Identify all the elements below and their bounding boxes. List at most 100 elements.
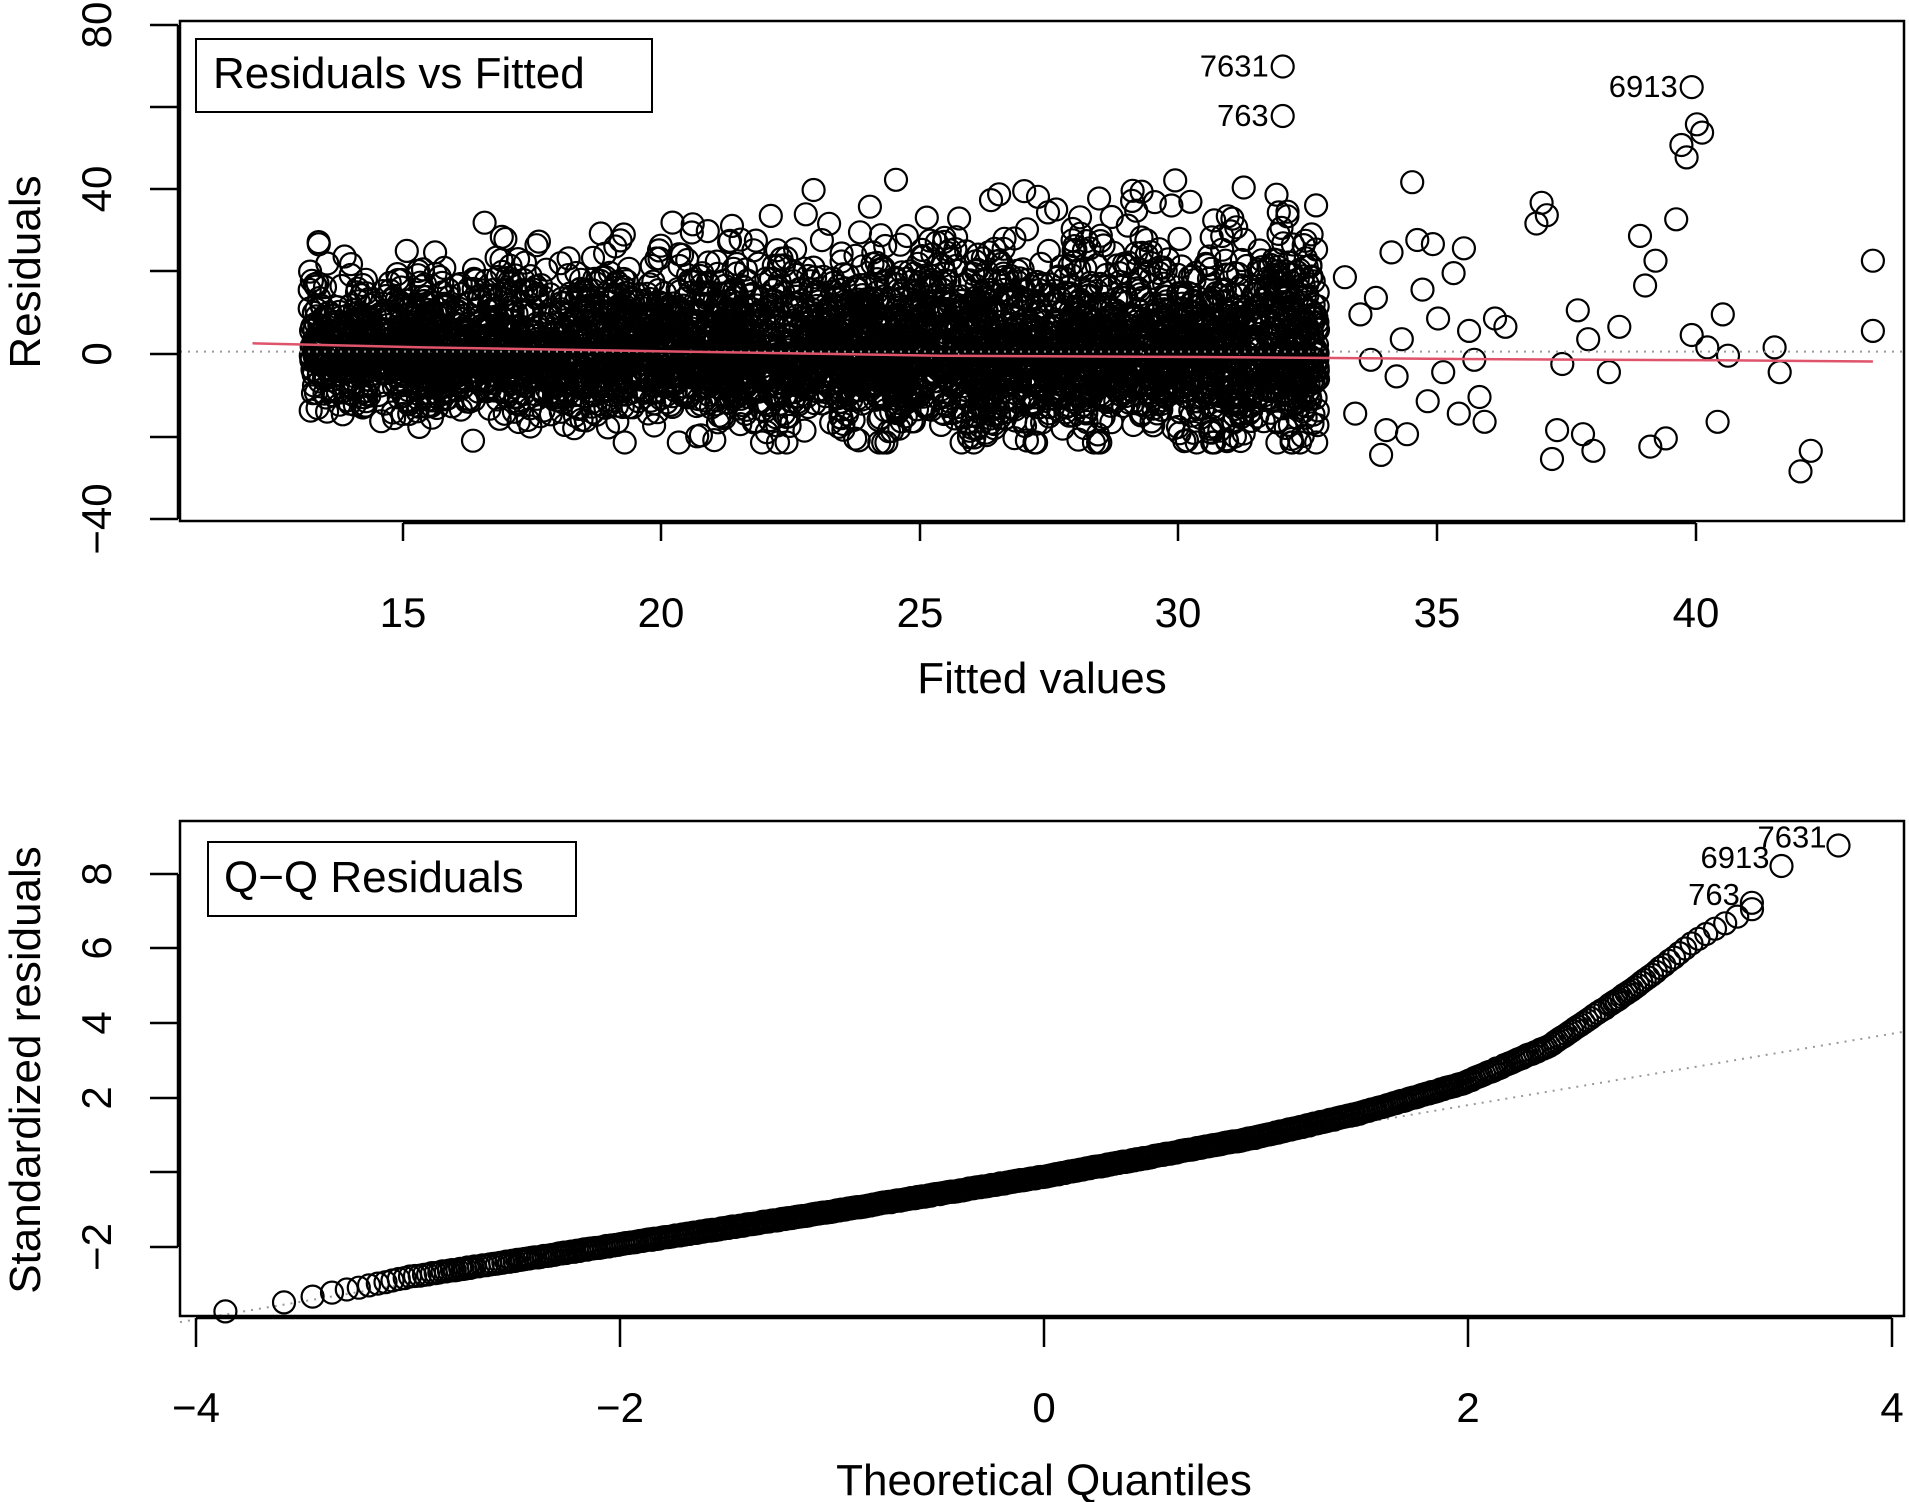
rvf-point xyxy=(848,273,873,298)
rvf-point xyxy=(799,296,824,322)
rvf-y-axis-title: Residuals xyxy=(1,175,50,368)
rvf-point xyxy=(963,259,989,284)
rvf-point xyxy=(1145,401,1170,426)
rvf-point xyxy=(659,322,684,348)
rvf-point xyxy=(809,228,835,253)
rvf-point xyxy=(765,301,791,326)
rvf-point xyxy=(960,291,985,316)
rvf-point xyxy=(1046,397,1071,422)
rvf-point xyxy=(1472,409,1497,434)
rvf-point xyxy=(894,223,920,249)
rvf-point xyxy=(1172,374,1197,399)
rvf-point xyxy=(757,300,782,325)
rvf-point xyxy=(991,261,1016,286)
rvf-point xyxy=(716,229,742,255)
rvf-point xyxy=(339,341,364,366)
rvf-point xyxy=(726,337,751,362)
rvf-point xyxy=(906,251,931,276)
rvf-point xyxy=(1061,305,1087,330)
rvf-point xyxy=(1196,244,1222,269)
rvf-point xyxy=(1024,289,1050,314)
rvf-point xyxy=(1798,438,1823,463)
rvf-point xyxy=(1415,389,1440,414)
rvf-point xyxy=(816,211,842,236)
rvf-point xyxy=(495,380,520,405)
rvf-point xyxy=(1245,404,1270,429)
rvf-point xyxy=(588,221,613,246)
rvf-point xyxy=(685,424,710,449)
rvf-point xyxy=(507,356,533,381)
rvf-point xyxy=(1550,351,1575,377)
rvf-point xyxy=(1679,74,1704,100)
rvf-point xyxy=(803,279,828,304)
rvf-point-label: 7631 xyxy=(1200,49,1269,84)
rvf-point xyxy=(937,269,962,294)
rvf-point xyxy=(1003,408,1028,433)
rvf-point xyxy=(729,366,754,391)
rvf-point xyxy=(1400,170,1425,195)
rvf-point xyxy=(1030,350,1055,375)
rvf-point xyxy=(1152,331,1178,356)
rvf-point xyxy=(883,265,908,290)
rvf-point xyxy=(1244,330,1269,355)
rvf-point xyxy=(658,297,684,322)
rvf-x-ticks xyxy=(401,523,1698,541)
rvf-point xyxy=(1264,182,1289,207)
rvf-point xyxy=(1290,423,1315,449)
rvf-point xyxy=(1539,446,1565,472)
rvf-point xyxy=(666,430,691,455)
rvf-point xyxy=(966,298,991,323)
rvf-point xyxy=(1240,296,1266,321)
rvf-point xyxy=(1267,342,1293,368)
rvf-point xyxy=(847,350,872,375)
rvf-point xyxy=(624,348,650,373)
rvf-point xyxy=(1348,302,1373,327)
rvf-point xyxy=(1261,247,1286,272)
rvf-y-tick-label: 0 xyxy=(73,342,120,365)
rvf-point xyxy=(547,299,573,324)
rvf-point xyxy=(1025,184,1051,209)
rvf-point xyxy=(936,349,961,374)
rvf-point xyxy=(441,296,466,321)
rvf-point xyxy=(1014,217,1040,242)
rvf-point xyxy=(1067,205,1093,230)
rvf-point xyxy=(942,406,968,431)
rvf-point xyxy=(1332,265,1358,290)
rvf-point xyxy=(1089,407,1114,432)
rvf-point xyxy=(741,410,766,435)
rvf-point xyxy=(1028,251,1054,276)
rvf-point xyxy=(722,319,747,344)
rvf-point xyxy=(577,289,602,314)
rvf-point xyxy=(1638,434,1663,459)
rvf-point xyxy=(1279,383,1305,409)
rvf-point xyxy=(1710,302,1735,327)
rvf-point xyxy=(472,210,497,235)
rvf-point xyxy=(368,353,393,378)
rvf-point xyxy=(1534,203,1559,228)
rvf-point xyxy=(1012,179,1037,204)
rvf-point xyxy=(1669,132,1694,158)
rvf-point xyxy=(688,263,713,289)
rvf-point xyxy=(639,253,664,278)
rvf-point xyxy=(444,377,469,402)
rvf-point xyxy=(663,354,688,379)
rvf-point xyxy=(1042,380,1067,405)
rvf-point xyxy=(537,298,563,323)
rvf-point xyxy=(377,270,402,296)
rvf-point xyxy=(1293,228,1318,253)
rvf-point xyxy=(645,320,671,345)
rvf-point xyxy=(612,430,637,455)
rvf-point xyxy=(460,428,486,453)
rvf-point xyxy=(811,302,837,328)
rvf-point xyxy=(734,397,759,422)
rvf-point xyxy=(938,368,963,393)
rvf-point xyxy=(1084,253,1109,278)
rvf-point xyxy=(1581,438,1606,463)
rvf-point xyxy=(1379,240,1404,265)
rvf-point xyxy=(428,302,453,327)
rvf-point xyxy=(487,327,512,352)
rvf-point xyxy=(704,388,729,413)
qq-point xyxy=(271,1290,297,1315)
rvf-point xyxy=(1142,190,1167,215)
rvf-point xyxy=(1091,404,1116,430)
